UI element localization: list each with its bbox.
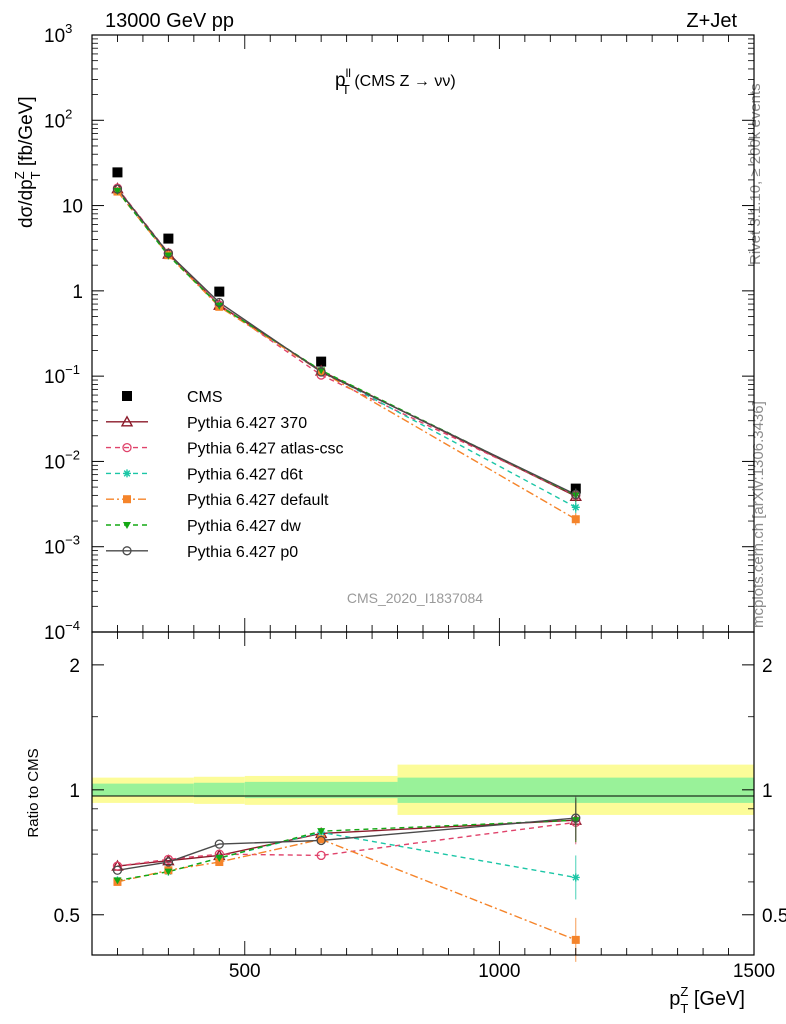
ratio-ylabel: Ratio to CMS bbox=[25, 748, 42, 837]
legend-marker bbox=[120, 415, 134, 427]
ratio-tick-labels: 500 1000 1500 0.5 0.5 1 1 2 2 bbox=[54, 656, 786, 982]
main-y-tick-label: 103 bbox=[44, 21, 72, 47]
inner-band bbox=[193, 782, 245, 798]
mc-point bbox=[316, 367, 326, 377]
ratio-point bbox=[317, 828, 326, 836]
ratio-point bbox=[112, 861, 123, 871]
inner-band bbox=[244, 781, 398, 799]
ratio-panel: 500 1000 1500 0.5 0.5 1 1 2 2 Ratio to CMS pZ T [… bbox=[25, 631, 786, 1016]
x-tick-label: 1500 bbox=[733, 961, 775, 982]
tick-exponent: 2 bbox=[65, 106, 72, 121]
ratio-y-tick-label: 0.5 bbox=[54, 906, 80, 927]
legend-label: CMS bbox=[187, 389, 223, 406]
x-tick-label: 1000 bbox=[478, 961, 520, 982]
tick-exponent: −1 bbox=[65, 362, 80, 377]
ratio-point bbox=[112, 865, 123, 875]
data-point bbox=[112, 167, 123, 178]
main-y-tick-label: 102 bbox=[44, 106, 72, 132]
rivet-label: Rivet 3.1.10, ≥ 200k events bbox=[747, 83, 764, 265]
ratio-y-tick-label: 2 bbox=[69, 656, 80, 677]
tick-exponent: −4 bbox=[65, 618, 80, 633]
process-label: Z+Jet bbox=[686, 10, 737, 32]
main-y-tick-label: 10−2 bbox=[44, 447, 80, 473]
inner-band bbox=[92, 783, 194, 797]
main-y-tick-label: 10−4 bbox=[44, 618, 80, 644]
tick-base: 10 bbox=[44, 26, 65, 47]
ratio-point bbox=[316, 835, 326, 846]
ratio-point bbox=[317, 835, 326, 844]
tick-base: 10 bbox=[44, 367, 65, 388]
analysis-id: CMS_2020_I1837084 bbox=[347, 590, 483, 606]
legend-marker bbox=[123, 469, 131, 478]
legend-label: Pythia 6.427 atlas-csc bbox=[187, 441, 344, 458]
x-tick-label: 500 bbox=[229, 961, 261, 982]
mc-point bbox=[214, 297, 224, 308]
ratio-ticks bbox=[91, 632, 755, 955]
x-axis-label: pZ T [GeV] bbox=[669, 984, 745, 1016]
main-y-tick-label: 1 bbox=[72, 282, 83, 303]
energy-label: 13000 GeV pp bbox=[105, 10, 234, 32]
tick-base: 10 bbox=[44, 538, 65, 559]
tick-exponent: −3 bbox=[65, 533, 80, 548]
data-point bbox=[214, 286, 225, 297]
legend-label: Pythia 6.427 370 bbox=[187, 415, 307, 432]
legend-marker bbox=[123, 522, 131, 529]
ratio-point bbox=[214, 839, 224, 849]
legend-marker bbox=[122, 442, 132, 453]
mc-point bbox=[164, 252, 173, 260]
data-point bbox=[316, 356, 327, 367]
ratio-point bbox=[113, 877, 122, 885]
tick-exponent: −2 bbox=[65, 447, 80, 462]
tick-base: 10 bbox=[44, 623, 65, 644]
tick-base: 10 bbox=[44, 452, 65, 473]
legend-marker bbox=[122, 391, 132, 401]
legend-label: Pythia 6.427 dw bbox=[187, 518, 301, 535]
legend-label: Pythia 6.427 d6t bbox=[187, 466, 303, 483]
mc-point bbox=[317, 367, 326, 375]
ratio-point bbox=[215, 855, 224, 863]
mc-point bbox=[112, 184, 123, 194]
ratio-y-tick-label: 1 bbox=[69, 781, 80, 802]
ratio-point bbox=[164, 868, 173, 876]
data-markers bbox=[111, 167, 582, 526]
mc-point bbox=[163, 248, 174, 259]
ratio-y-tick-label-right: 2 bbox=[762, 656, 773, 677]
ratio-y-tick-label-right: 1 bbox=[762, 781, 773, 802]
main-y-tick-label: 10−1 bbox=[44, 362, 80, 388]
main-ylabel: dσ/dpZT [fb/GeV] bbox=[12, 96, 43, 228]
main-ticks bbox=[91, 34, 755, 633]
main-y-tick-label: 10−3 bbox=[44, 533, 80, 559]
tick-exponent: 3 bbox=[65, 21, 72, 36]
ratio-point bbox=[162, 854, 175, 866]
legend-label: Pythia 6.427 default bbox=[187, 492, 329, 509]
mcplots-label: mcplots.cern.ch [arXiv:1306.3436] bbox=[750, 401, 767, 628]
main-y-tick-label: 10 bbox=[62, 197, 83, 218]
legend-marker bbox=[123, 495, 131, 504]
ratio-y-tick-label-right: 0.5 bbox=[762, 906, 786, 927]
tick-base: 10 bbox=[44, 111, 65, 132]
mc-point bbox=[113, 188, 122, 196]
ratio-point bbox=[316, 850, 326, 861]
legend-marker bbox=[122, 546, 132, 556]
plot-title: pll T (CMS Z → νν) bbox=[335, 66, 456, 97]
legend-label: Pythia 6.427 p0 bbox=[187, 544, 298, 561]
data-point bbox=[163, 233, 174, 244]
ratio-markers bbox=[111, 796, 582, 962]
ratio-line bbox=[117, 817, 576, 871]
ratio-point bbox=[163, 854, 174, 864]
legend: CMS Pythia 6.427 370 Pythia 6.427 atlas-cs… bbox=[106, 389, 344, 561]
ratio-point bbox=[163, 857, 174, 867]
